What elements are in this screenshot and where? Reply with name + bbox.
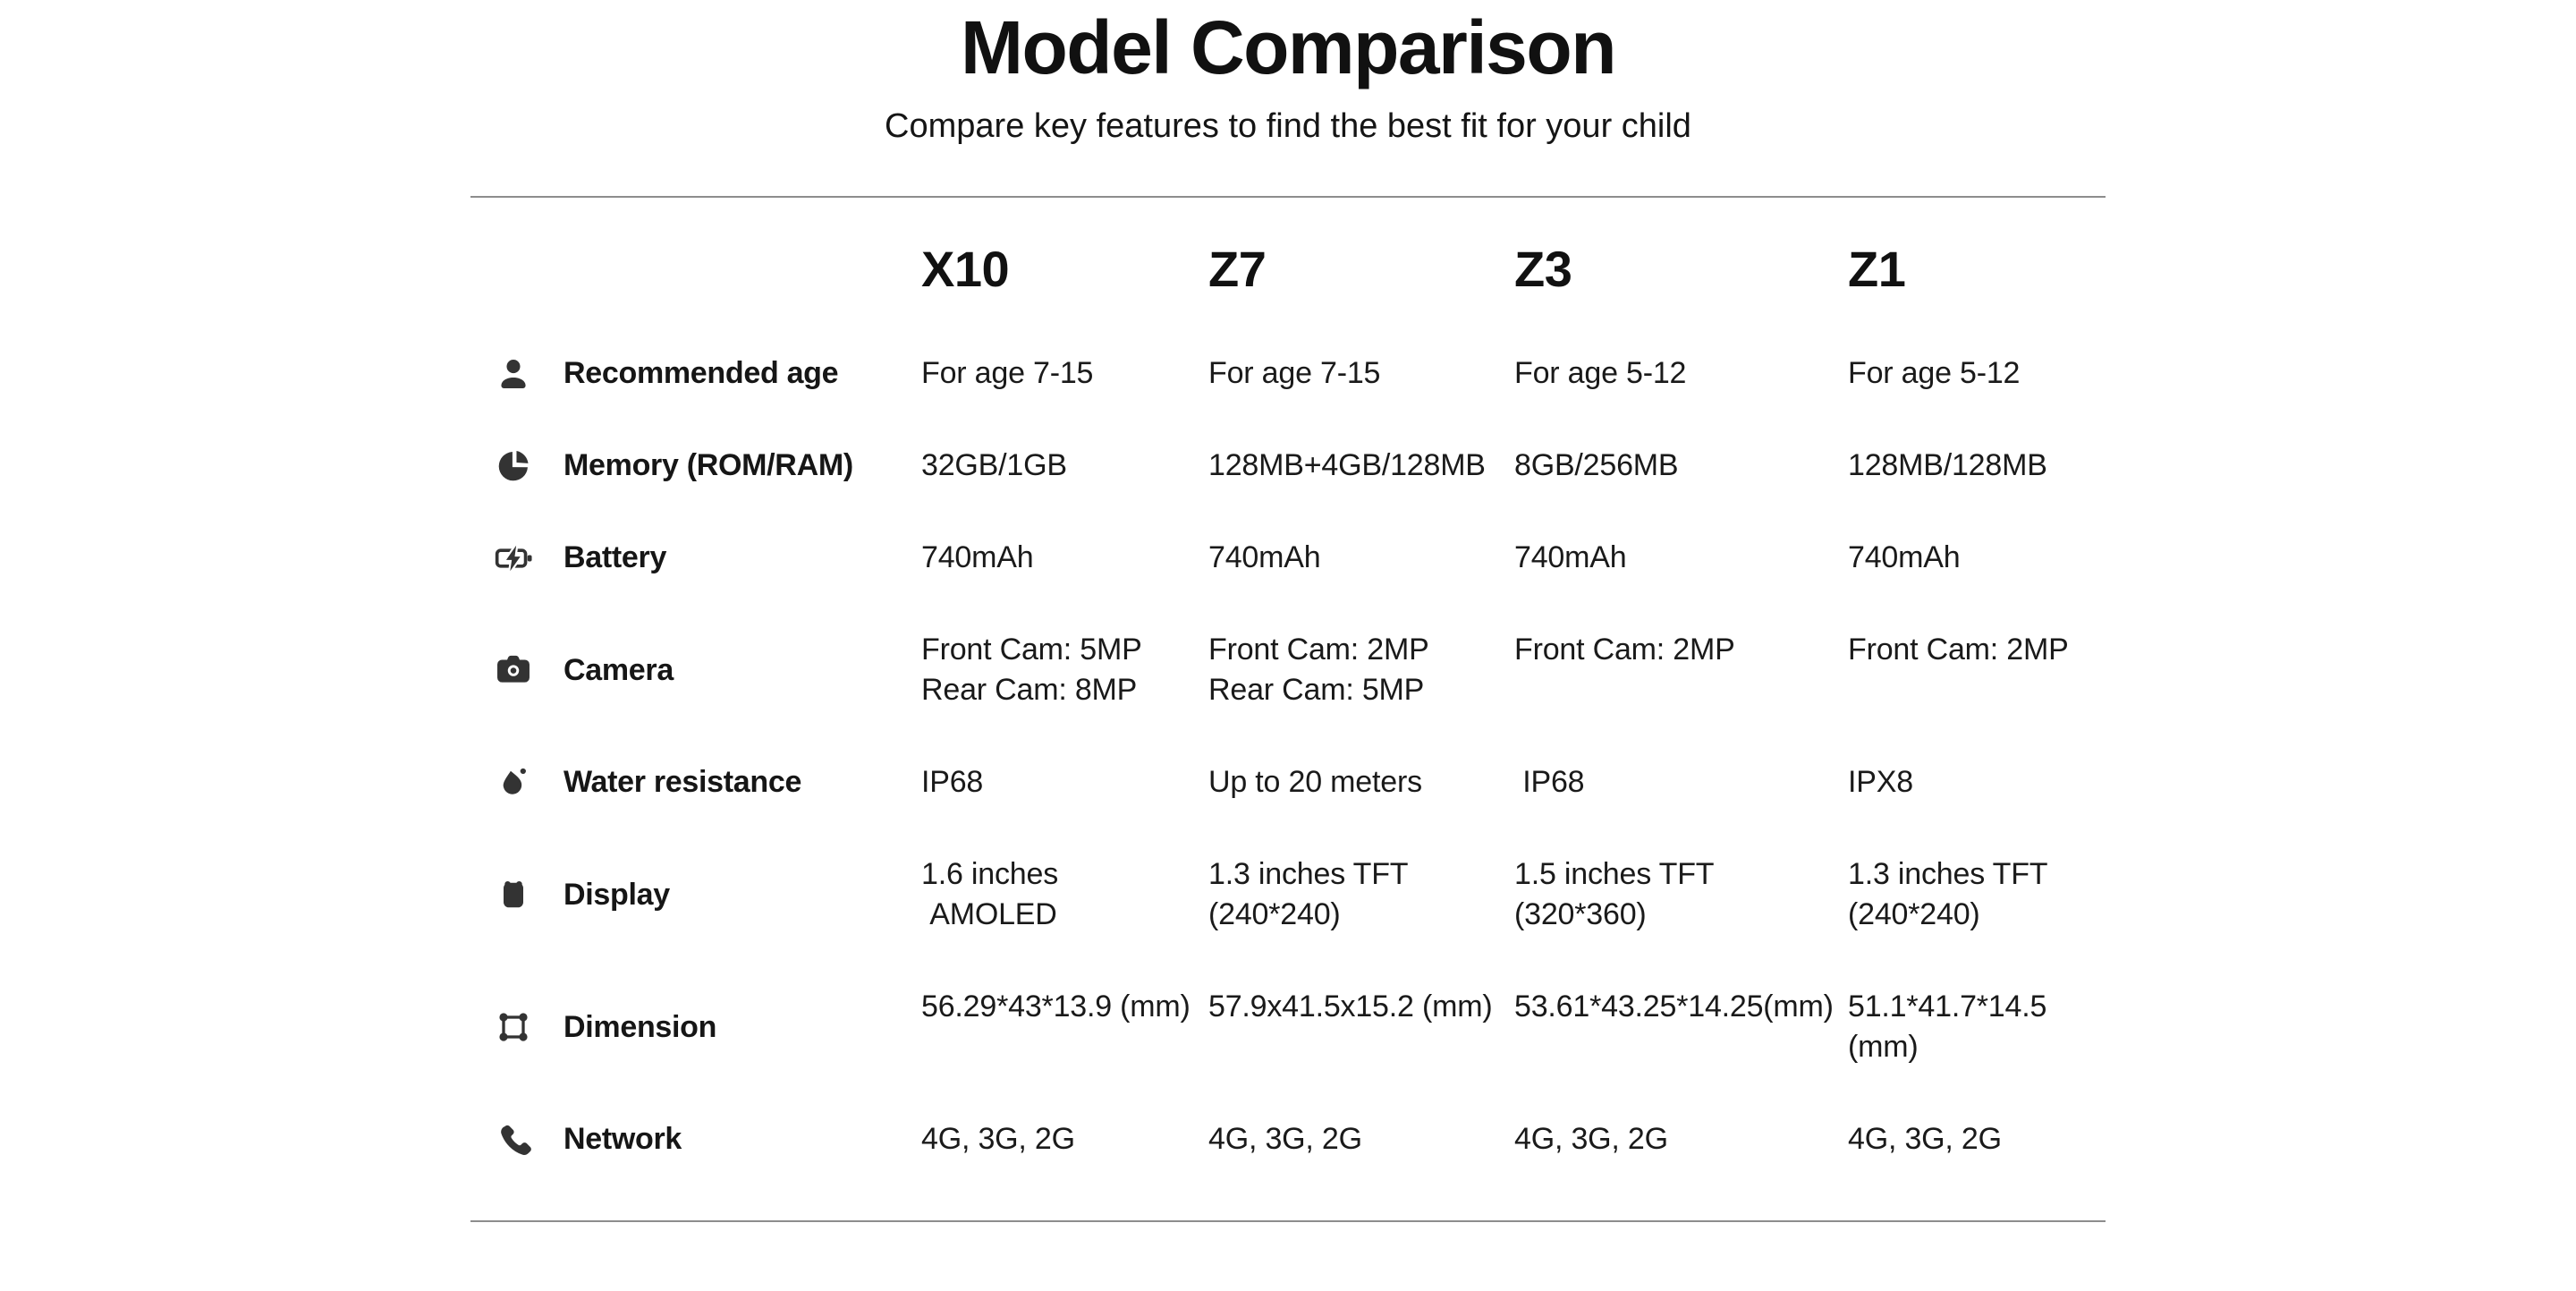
feature-label: Network	[564, 1122, 682, 1156]
cell-z3-display: 1.5 inches TFT (320*360)	[1514, 857, 1715, 931]
cell-x10-camera: Front Cam: 5MP Rear Cam: 8MP	[921, 633, 1142, 707]
cell-z1-memory: 128MB/128MB	[1848, 448, 2047, 482]
cell-z3-network: 4G, 3G, 2G	[1514, 1122, 1668, 1156]
cell-z7-memory: 128MB+4GB/128MB	[1208, 448, 1486, 482]
pie-chart-icon	[494, 446, 533, 486]
cell-z1-network: 4G, 3G, 2G	[1848, 1122, 2002, 1156]
feature-label: Recommended age	[564, 356, 839, 390]
feature-label: Display	[564, 877, 670, 912]
cell-z1-display: 1.3 inches TFT (240*240)	[1848, 857, 2048, 931]
header-spacer	[470, 242, 921, 296]
cell-x10-recommended-age: For age 7-15	[921, 356, 1094, 390]
cell-z7-network: 4G, 3G, 2G	[1208, 1122, 1362, 1156]
column-header-z3: Z3	[1514, 241, 1572, 297]
feature-label: Camera	[564, 652, 674, 687]
row-label-memory: Memory (ROM/RAM)	[470, 446, 921, 486]
feature-label: Memory (ROM/RAM)	[564, 448, 853, 482]
cell-x10-display: 1.6 inches AMOLED	[921, 857, 1058, 931]
row-label-water-resistance: Water resistance	[470, 762, 921, 803]
page-subtitle: Compare key features to find the best fi…	[885, 107, 1691, 145]
cell-x10-battery: 740mAh	[921, 540, 1034, 574]
cell-z1-dimension: 51.1*41.7*14.5 (mm)	[1848, 989, 2055, 1064]
cell-z3-recommended-age: For age 5-12	[1514, 356, 1687, 390]
dimension-icon	[494, 1007, 533, 1047]
cell-x10-memory: 32GB/1GB	[921, 448, 1067, 482]
comparison-table: X10 Z7 Z3 Z1 Recommended age For age 7-1…	[470, 196, 2106, 1222]
column-header-z1: Z1	[1848, 241, 1906, 297]
cell-z7-camera: Front Cam: 2MP Rear Cam: 5MP	[1208, 633, 1429, 707]
model-comparison-page: Model Comparison Compare key features to…	[0, 0, 2576, 1222]
row-label-camera: Camera	[470, 650, 921, 691]
column-header-z7: Z7	[1208, 241, 1267, 297]
row-label-recommended-age: Recommended age	[470, 353, 921, 394]
row-label-network: Network	[470, 1119, 921, 1159]
column-header-x10: X10	[921, 241, 1010, 297]
water-drop-icon	[494, 763, 533, 803]
feature-label: Dimension	[564, 1009, 717, 1044]
cell-z1-recommended-age: For age 5-12	[1848, 356, 2021, 390]
person-icon	[494, 354, 533, 394]
phone-icon	[494, 1120, 533, 1159]
cell-x10-dimension: 56.29*43*13.9 (mm)	[921, 989, 1191, 1023]
cell-z7-recommended-age: For age 7-15	[1208, 356, 1381, 390]
cell-x10-water-resistance: IP68	[921, 765, 984, 799]
cell-z1-water-resistance: IPX8	[1848, 765, 1913, 799]
cell-z1-battery: 740mAh	[1848, 540, 1961, 574]
feature-label: Battery	[564, 540, 667, 574]
cell-x10-network: 4G, 3G, 2G	[921, 1122, 1075, 1156]
cell-z3-camera: Front Cam: 2MP	[1514, 633, 1735, 667]
cell-z7-battery: 740mAh	[1208, 540, 1321, 574]
row-label-dimension: Dimension	[470, 1007, 921, 1048]
camera-icon	[494, 650, 533, 690]
row-label-display: Display	[470, 875, 921, 915]
cell-z7-display: 1.3 inches TFT (240*240)	[1208, 857, 1409, 931]
cell-z7-dimension: 57.9x41.5x15.2 (mm)	[1208, 989, 1493, 1023]
cell-z3-battery: 740mAh	[1514, 540, 1627, 574]
cell-z7-water-resistance: Up to 20 meters	[1208, 765, 1422, 799]
cell-z3-water-resistance: IP68	[1514, 765, 1585, 799]
cell-z3-dimension: 53.61*43.25*14.25(mm)	[1514, 989, 1834, 1023]
page-title: Model Comparison	[960, 5, 1617, 89]
page-header: Model Comparison Compare key features to…	[0, 0, 2576, 147]
comparison-grid: X10 Z7 Z3 Z1 Recommended age For age 7-1…	[470, 242, 2106, 1159]
cell-z1-camera: Front Cam: 2MP	[1848, 633, 2069, 667]
cell-z3-memory: 8GB/256MB	[1514, 448, 1679, 482]
watch-display-icon	[494, 875, 533, 914]
feature-label: Water resistance	[564, 765, 802, 799]
row-label-battery: Battery	[470, 538, 921, 578]
battery-icon	[494, 539, 533, 578]
